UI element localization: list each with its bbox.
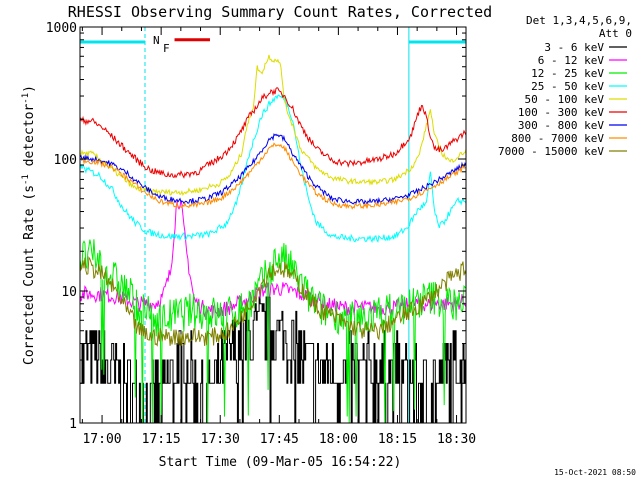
legend-label-6-12-kev: 6 - 12 keV <box>538 54 605 67</box>
series-800-7000-kev-line <box>79 142 467 210</box>
chart-title: RHESSI Observing Summary Count Rates, Co… <box>68 3 492 21</box>
y-tick-label-10: 10 <box>61 285 77 300</box>
legend-label-12-25-kev: 12 - 25 keV <box>531 67 604 80</box>
flare-label: F <box>163 42 170 55</box>
legend-label-3-6-kev: 3 - 6 keV <box>544 41 604 54</box>
footer-date: 15-Oct-2021 08:50 <box>554 468 636 477</box>
legend-header-line-2: Att 0 <box>599 27 632 40</box>
legend-label-100-300-kev: 100 - 300 keV <box>518 106 604 119</box>
series-7000-15000-kev-line <box>79 256 467 347</box>
series-300-800-kev-line <box>79 133 467 206</box>
series-layer <box>79 54 467 424</box>
plot-area: N F <box>79 26 467 424</box>
y-tick-label-1: 1 <box>69 417 77 432</box>
series-25-50-kev-line <box>79 93 467 244</box>
y-tick-label-1000: 1000 <box>46 21 77 36</box>
series-100-300-kev-line <box>79 87 467 179</box>
x-tick-label-17-45: 17:45 <box>260 432 299 447</box>
plot-frame <box>79 26 467 424</box>
x-tick-label-18-00: 18:00 <box>319 432 358 447</box>
night-label: N <box>153 34 160 47</box>
legend-header-line-1: Det 1,3,4,5,6,9, <box>526 14 632 27</box>
x-axis: 17:00 17:15 17:30 17:45 18:00 18:15 18:30 <box>81 27 476 447</box>
x-tick-label-18-15: 18:15 <box>378 432 417 447</box>
x-tick-label-18-30: 18:30 <box>437 432 476 447</box>
legend-label-800-7000-kev: 800 - 7000 keV <box>511 132 604 145</box>
legend-label-50-100-kev: 50 - 100 keV <box>525 93 605 106</box>
x-tick-label-17-00: 17:00 <box>82 432 121 447</box>
legend-label-7000-15000-kev: 7000 - 15000 keV <box>498 145 604 158</box>
y-tick-label-100: 100 <box>54 153 77 168</box>
x-axis-label: Start Time (09-Mar-05 16:54:22) <box>159 455 402 470</box>
legend-label-25-50-kev: 25 - 50 keV <box>531 80 604 93</box>
series-50-100-kev-line <box>79 54 467 196</box>
y-axis: 1 10 100 1000 <box>46 21 466 432</box>
legend-label-300-800-kev: 300 - 800 keV <box>518 119 604 132</box>
x-tick-label-17-30: 17:30 <box>201 432 240 447</box>
x-tick-label-17-15: 17:15 <box>142 432 181 447</box>
series-6-12-kev-line <box>79 200 467 319</box>
series-12-25-kev-line <box>79 239 467 424</box>
y-axis-label: Corrected Count Rate (s-1 detector-1) <box>21 85 37 365</box>
